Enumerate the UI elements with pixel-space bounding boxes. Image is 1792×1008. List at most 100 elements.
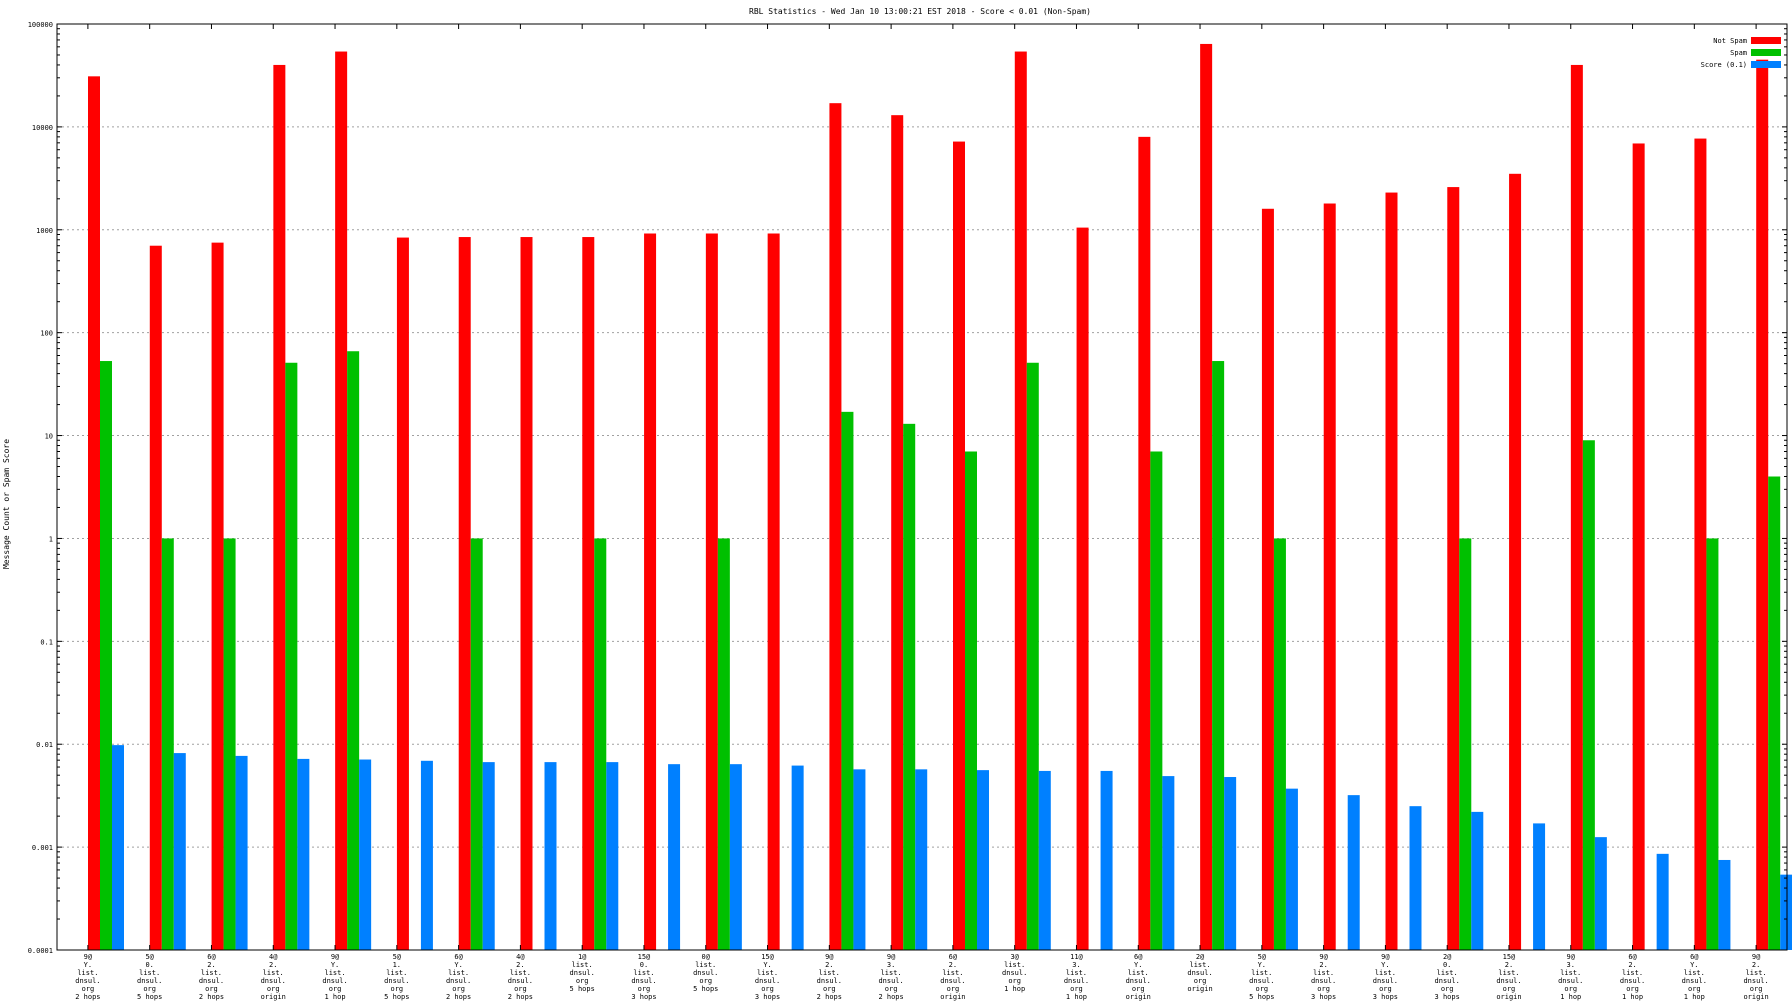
x-tick-label: 4@: [269, 953, 278, 961]
x-tick-label: org: [761, 985, 774, 993]
x-tick-label: list.: [1684, 969, 1705, 977]
x-tick-label: 4@: [516, 953, 525, 961]
y-tick-label: 0.1: [40, 638, 53, 646]
bar-spam: [903, 423, 916, 951]
bar-score-0-1: [1224, 777, 1237, 950]
x-tick-label: 15@: [1503, 953, 1516, 961]
x-tick-label: 3 hops: [1373, 993, 1398, 1001]
x-tick-label: 2 hops: [878, 993, 903, 1001]
x-tick-label: 3.: [887, 961, 895, 969]
x-tick-label: org: [1441, 985, 1454, 993]
bar-spam: [594, 538, 607, 950]
y-tick-label: 100000: [28, 21, 53, 29]
x-tick-label: origin: [261, 993, 286, 1001]
x-tick-label: org: [205, 985, 218, 993]
x-tick-label: 6@: [454, 953, 463, 961]
x-tick-label: list.: [881, 969, 902, 977]
x-tick-label: org: [1564, 985, 1577, 993]
bar-score-0-1: [1347, 795, 1360, 950]
x-tick-label: list.: [1622, 969, 1643, 977]
legend-swatch: [1751, 37, 1781, 44]
x-tick-label: dnsul.: [199, 977, 224, 985]
x-tick-label: dnsul.: [137, 977, 162, 985]
x-tick-label: 0.: [640, 961, 648, 969]
x-tick-label: 1 hop: [1004, 985, 1025, 993]
x-tick-label: 9@: [331, 953, 340, 961]
y-tick-label: 10: [45, 433, 53, 441]
x-tick-label: origin: [1496, 993, 1521, 1001]
x-tick-label: 1 hop: [1684, 993, 1705, 1001]
y-tick-label: 0.01: [36, 741, 53, 749]
x-tick-label: 15@: [638, 953, 651, 961]
x-tick-label: org: [1379, 985, 1392, 993]
x-tick-label: org: [1070, 985, 1083, 993]
x-tick-label: org: [699, 977, 712, 985]
x-tick-label: list.: [448, 969, 469, 977]
bar-not-spam: [829, 103, 842, 951]
bar-spam: [1768, 476, 1781, 950]
x-tick-label: 2.: [1505, 961, 1513, 969]
x-tick-label: org: [576, 977, 589, 985]
bar-spam: [100, 361, 112, 950]
y-axis-label: Message Count or Spam Score: [2, 439, 11, 569]
bar-not-spam: [1323, 203, 1336, 951]
x-tick-label: 6@: [1134, 953, 1143, 961]
x-tick-label: dnsul.: [261, 977, 286, 985]
x-tick-label: 2.: [516, 961, 524, 969]
x-tick-label: dnsul.: [570, 969, 595, 977]
x-tick-label: list.: [572, 961, 593, 969]
x-tick-label: org: [1194, 977, 1207, 985]
x-tick-label: 9@: [1752, 953, 1761, 961]
bar-score-0-1: [1285, 788, 1298, 950]
x-tick-label: list.: [139, 969, 160, 977]
x-tick-label: 5 hops: [137, 993, 162, 1001]
x-tick-label: 2@: [1196, 953, 1205, 961]
x-tick-label: list.: [201, 969, 222, 977]
bar-not-spam: [335, 51, 348, 951]
bar-not-spam: [520, 237, 533, 950]
chart-title: RBL Statistics - Wed Jan 10 13:00:21 EST…: [749, 7, 1091, 16]
x-tick-label: list.: [633, 969, 654, 977]
bar-not-spam: [273, 64, 286, 950]
x-tick-label: 1 hop: [1560, 993, 1581, 1001]
x-tick-label: list.: [386, 969, 407, 977]
bar-score-0-1: [853, 769, 866, 950]
x-tick-label: list.: [695, 961, 716, 969]
legend-label: Spam: [1730, 49, 1747, 57]
x-tick-label: 11@: [1070, 953, 1083, 961]
x-tick-label: list.: [1437, 969, 1458, 977]
x-tick-label: dnsul.: [1126, 977, 1151, 985]
bar-spam: [223, 538, 236, 950]
x-tick-label: dnsul.: [1064, 977, 1089, 985]
bars: [88, 43, 1792, 951]
x-tick-label: dnsul.: [878, 977, 903, 985]
x-tick-label: org: [638, 985, 651, 993]
y-tick-label: 1000: [36, 227, 53, 235]
bar-not-spam: [1632, 143, 1645, 950]
x-tick-label: 1.: [393, 961, 401, 969]
bar-spam: [965, 451, 977, 950]
x-tick-label: list.: [1746, 969, 1767, 977]
x-tick-label: dnsul.: [631, 977, 656, 985]
x-tick-label: list.: [1498, 969, 1519, 977]
bar-score-0-1: [482, 762, 495, 950]
bar-spam: [1026, 362, 1039, 950]
bar-score-0-1: [297, 758, 310, 950]
x-tick-label: org: [1132, 985, 1145, 993]
bar-not-spam: [1385, 192, 1398, 950]
bar-not-spam: [1200, 43, 1213, 950]
bar-score-0-1: [544, 762, 557, 950]
x-tick-label: origin: [1187, 985, 1212, 993]
x-tick-label: dnsul.: [693, 969, 718, 977]
bar-not-spam: [1261, 208, 1274, 950]
axes: 0.0001 0.001 0.01 0.1 1 10 100 1000 10000 100000 9…: [28, 21, 1788, 1001]
x-tick-label: 9@: [1381, 953, 1390, 961]
bar-spam: [717, 538, 730, 950]
x-tick-label: 2 hops: [508, 993, 533, 1001]
legend: Not Spam Spam Score (0.1): [1701, 37, 1781, 69]
x-tick-label: 3 hops: [631, 993, 656, 1001]
x-tick-label: dnsul.: [384, 977, 409, 985]
bar-score-0-1: [977, 770, 989, 950]
x-tick-label: 2 hops: [817, 993, 842, 1001]
